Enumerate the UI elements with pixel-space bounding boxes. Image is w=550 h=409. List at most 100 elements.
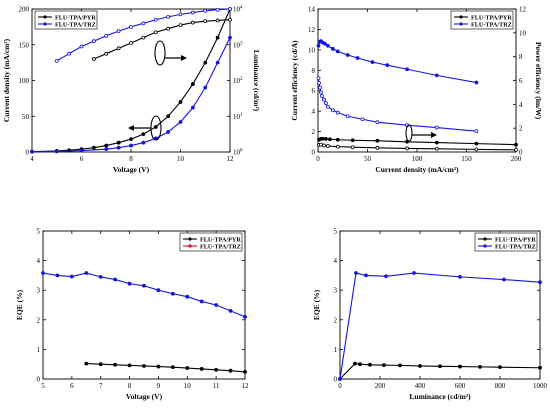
y-tick-label: 5	[37, 228, 41, 236]
data-point	[316, 43, 321, 48]
data-point	[228, 17, 232, 22]
data-point	[203, 19, 208, 24]
series-line	[42, 272, 246, 318]
y2-tick-label: 6	[519, 77, 523, 85]
legend-label: FLU-TPA/PYR	[495, 236, 536, 243]
data-point	[203, 8, 208, 13]
x-tick-label: 150	[461, 155, 472, 163]
y-tick-label: 150	[19, 41, 30, 49]
y2-tick-label: 2	[519, 125, 523, 133]
data-point	[141, 21, 146, 26]
data-point	[153, 17, 158, 22]
y2-tick-exp: 1	[240, 113, 243, 118]
y2-tick-base: 10	[233, 6, 241, 14]
y-tick-label: 4	[37, 257, 41, 265]
series-line	[31, 8, 231, 153]
data-point	[203, 85, 208, 90]
legend-swatch-marker	[459, 15, 463, 19]
data-point	[498, 365, 502, 370]
annotation-group-2	[405, 124, 437, 142]
data-point	[434, 73, 439, 78]
y2-tick-label: 104	[233, 6, 243, 14]
y2-tick-label: 10	[519, 29, 527, 37]
data-point	[113, 277, 118, 282]
data-point	[345, 114, 350, 119]
series-line	[86, 363, 246, 373]
y-tick-label: 5	[334, 228, 338, 236]
series-line	[318, 138, 517, 146]
data-point	[79, 148, 84, 153]
data-point	[129, 24, 133, 29]
y2-tick-label: 103	[233, 41, 243, 49]
y-axis-label: Current efficiency (cd/A)	[290, 40, 299, 121]
data-point	[474, 147, 479, 152]
y-axis-label: Current density (mA/cm²)	[2, 38, 11, 122]
x-tick-label: 12	[242, 382, 250, 390]
data-point	[353, 361, 357, 366]
data-point	[142, 364, 146, 368]
x-tick-label: 12	[227, 155, 235, 163]
y-tick-label: 3	[37, 287, 41, 295]
legend-label: FLU-TPA/PYR	[200, 236, 241, 243]
data-point	[104, 147, 109, 152]
x-tick-label: 10	[177, 155, 185, 163]
legend-swatch-marker	[483, 237, 487, 241]
data-point	[434, 125, 439, 130]
data-point	[79, 44, 84, 49]
y-tick-label: 2	[334, 316, 338, 324]
data-point	[84, 271, 89, 275]
series-1	[317, 136, 518, 147]
y-tick-label: 50	[22, 113, 30, 121]
data-point	[330, 46, 335, 51]
arrow-left-head	[128, 125, 134, 131]
data-point	[142, 283, 146, 288]
y-tick-label: 14	[308, 6, 316, 14]
data-point	[113, 362, 118, 367]
x-tick-label: 200	[375, 382, 386, 390]
series-marker-ellipse	[154, 40, 166, 66]
data-point	[325, 144, 330, 148]
series-3	[316, 39, 479, 85]
data-point	[215, 7, 220, 12]
series-2	[91, 17, 232, 61]
data-point	[338, 377, 342, 381]
data-point	[327, 137, 332, 142]
data-point	[91, 39, 96, 44]
x-tick-label: 0	[338, 382, 342, 390]
legend-swatch-marker	[188, 237, 192, 241]
data-point	[321, 136, 325, 141]
x-tick-label: 10	[184, 382, 192, 390]
data-point	[141, 35, 146, 40]
data-point	[98, 274, 103, 279]
data-point	[153, 125, 158, 129]
data-point	[178, 100, 183, 104]
data-point	[405, 67, 410, 72]
data-point	[170, 291, 175, 296]
legend-label: FLU-TPA/TRZ	[471, 21, 512, 28]
data-point	[320, 94, 324, 98]
data-point	[91, 145, 96, 150]
data-point	[514, 142, 518, 147]
series-line	[93, 19, 231, 60]
data-point	[324, 101, 328, 106]
chart-panel-2: 0 50 100 150 20002468101214024681012Current …	[290, 6, 543, 175]
legend-swatch-marker	[43, 22, 47, 26]
data-point	[335, 137, 340, 142]
data-point	[335, 110, 340, 115]
legend-label: FLU-TPA/PYR	[471, 14, 512, 21]
y-tick-label: 100	[19, 77, 30, 85]
y-axis-label: EQE (%)	[312, 289, 321, 320]
data-point	[190, 105, 195, 110]
data-point	[214, 367, 219, 372]
data-point	[215, 18, 220, 23]
data-point	[405, 146, 410, 151]
y2-tick-label: 8	[519, 53, 523, 61]
data-point	[502, 277, 506, 282]
series-2	[41, 271, 247, 319]
series-4	[316, 76, 479, 134]
data-point	[141, 140, 146, 145]
x-tick-label: 400	[415, 382, 426, 390]
legend-swatch-marker	[43, 15, 47, 19]
data-point	[215, 60, 220, 65]
